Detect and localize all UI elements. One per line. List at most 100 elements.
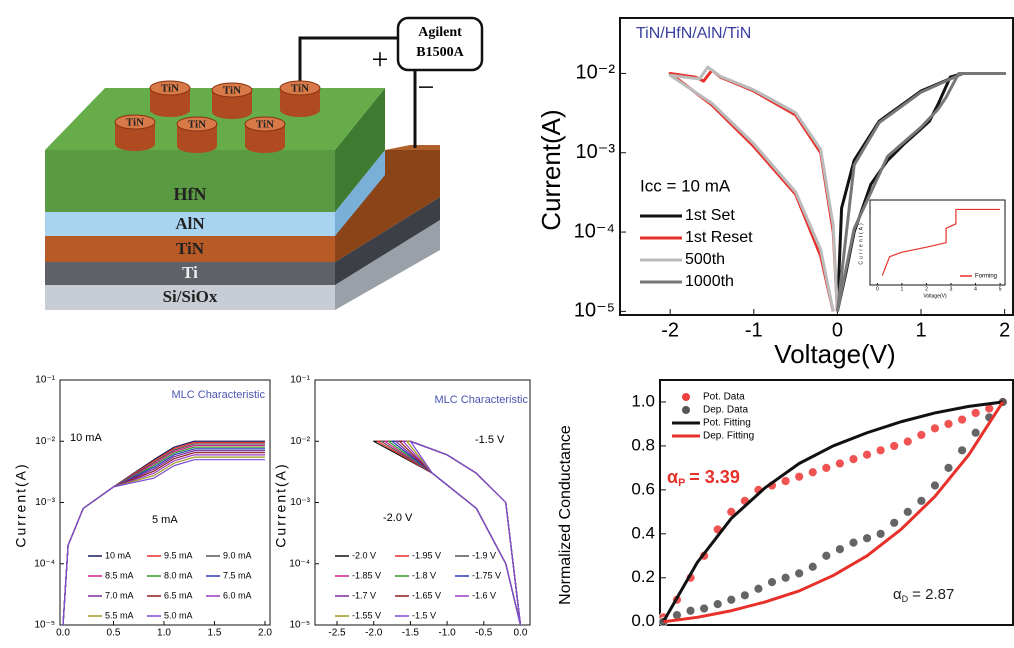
data-point (876, 529, 885, 538)
y-tick-label: 10⁻² (576, 62, 616, 84)
plot-frame (870, 200, 1005, 285)
data-point (849, 538, 858, 547)
y-tick-label: 10⁻³ (35, 497, 55, 508)
y-axis-label: Current(A) (536, 109, 566, 230)
x-tick-label: -2.0 (365, 628, 383, 639)
data-point (903, 437, 912, 446)
x-tick-label: 1 (901, 286, 904, 292)
x-tick-label: 1.0 (157, 628, 171, 639)
y-axis-label: Current(A) (13, 462, 29, 547)
annotation-symbol: α (667, 467, 678, 487)
legend-label: 1st Set (685, 207, 735, 224)
x-tick-label: -1.5 (402, 628, 420, 639)
legend-label: Dep. Fitting (703, 431, 754, 442)
layer-label: Si/SiOx (163, 287, 218, 306)
x-tick-label: -0.5 (475, 628, 493, 639)
data-point (930, 424, 939, 433)
x-tick-label: 1 (915, 319, 926, 341)
figure: Agilent B1500A + − TiNTiNTiNTiNTiNTiN Hf… (0, 0, 1014, 648)
data-point (822, 463, 831, 472)
legend-label: Pot. Data (703, 392, 745, 403)
annotation: -1.5 V (475, 434, 505, 446)
legend-marker (682, 393, 690, 401)
electrode-label: TiN (223, 85, 241, 97)
layer-label: HfN (174, 184, 207, 204)
data-point (890, 441, 899, 450)
x-axis-label: Voltage(V) (774, 339, 895, 369)
data-point (795, 569, 804, 578)
plus-sign: + (372, 43, 389, 76)
data-point (903, 507, 912, 516)
electrode-bottom (115, 137, 155, 151)
data-point (917, 496, 926, 505)
x-tick-label: 0.0 (56, 628, 70, 639)
layer-label: TiN (176, 239, 205, 258)
x-tick-label: 4 (974, 286, 977, 292)
data-point (727, 595, 736, 604)
y-tick-label: 10⁻⁵ (574, 300, 615, 322)
x-tick-label: 2.0 (258, 628, 272, 639)
x-tick-label: 3 (950, 286, 953, 292)
data-point (700, 604, 709, 613)
x-tick-label: 0.5 (107, 628, 121, 639)
legend-label: -1.95 V (412, 550, 441, 560)
x-tick-label: 2 (999, 319, 1010, 341)
x-tick-label: 5 (999, 286, 1002, 292)
plot-frame (315, 380, 530, 625)
legend-label: -1.6 V (472, 590, 496, 600)
data-point (917, 430, 926, 439)
legend-label: 10 mA (105, 550, 131, 560)
data-point (930, 481, 939, 490)
data-point (958, 446, 967, 455)
legend-label: 500th (685, 251, 725, 268)
legend-label: 5.5 mA (105, 610, 134, 620)
legend-label: 7.5 mA (223, 570, 252, 580)
annotation-subscript: P (678, 477, 685, 489)
data-point (713, 600, 722, 609)
y-tick-label: 10⁻⁴ (574, 220, 615, 242)
legend-label: -1.7 V (352, 590, 376, 600)
legend-label: 9.5 mA (164, 550, 193, 560)
y-tick-label: 0.0 (631, 611, 655, 630)
data-point (686, 606, 695, 615)
page: {"diagram": {"instrument": ["Agilent", "… (0, 0, 1014, 648)
legend-label: -1.9 V (472, 550, 496, 560)
data-point (890, 518, 899, 527)
x-tick-label: -2.5 (328, 628, 346, 639)
data-point (944, 419, 953, 428)
data-point (740, 591, 749, 600)
data-point (781, 573, 790, 582)
data-point (863, 450, 872, 459)
y-axis-label: Current(A) (273, 462, 289, 547)
annotation: 5 mA (152, 514, 178, 526)
legend-marker (682, 406, 690, 414)
y-tick-label: 0.6 (631, 479, 655, 498)
data-point (822, 551, 831, 560)
chart-title: MLC Characteristic (434, 394, 528, 406)
data-point (781, 477, 790, 486)
annotation: 10 mA (70, 432, 102, 444)
annotation-text: = 2.87 (912, 586, 954, 603)
layer-label: AlN (175, 214, 205, 233)
annotation-symbol: α (893, 586, 902, 603)
y-axis-label: Current(A) (858, 221, 864, 264)
data-point (768, 578, 777, 587)
y-axis-label: Normalized Conductance (557, 425, 574, 605)
data-point (754, 584, 763, 593)
annotation-text: = 3.39 (689, 467, 740, 487)
x-tick-label: -2 (661, 319, 679, 341)
legend-label: 6.5 mA (164, 590, 193, 600)
chart-title: TiN/HfN/AlN/TiN (636, 25, 751, 42)
legend-label: -1.8 V (412, 570, 436, 580)
electrode-bottom (177, 139, 217, 153)
annotation-subscript: D (902, 594, 909, 604)
data-point (944, 463, 953, 472)
data-point (971, 428, 980, 437)
electrode-bottom (245, 139, 285, 153)
legend-label: Dep. Data (703, 405, 748, 416)
x-tick-label: 0.0 (514, 628, 528, 639)
y-tick-label: 10⁻⁵ (289, 620, 310, 631)
legend-label: 1st Reset (685, 229, 753, 246)
electrode-label: TiN (161, 83, 179, 95)
